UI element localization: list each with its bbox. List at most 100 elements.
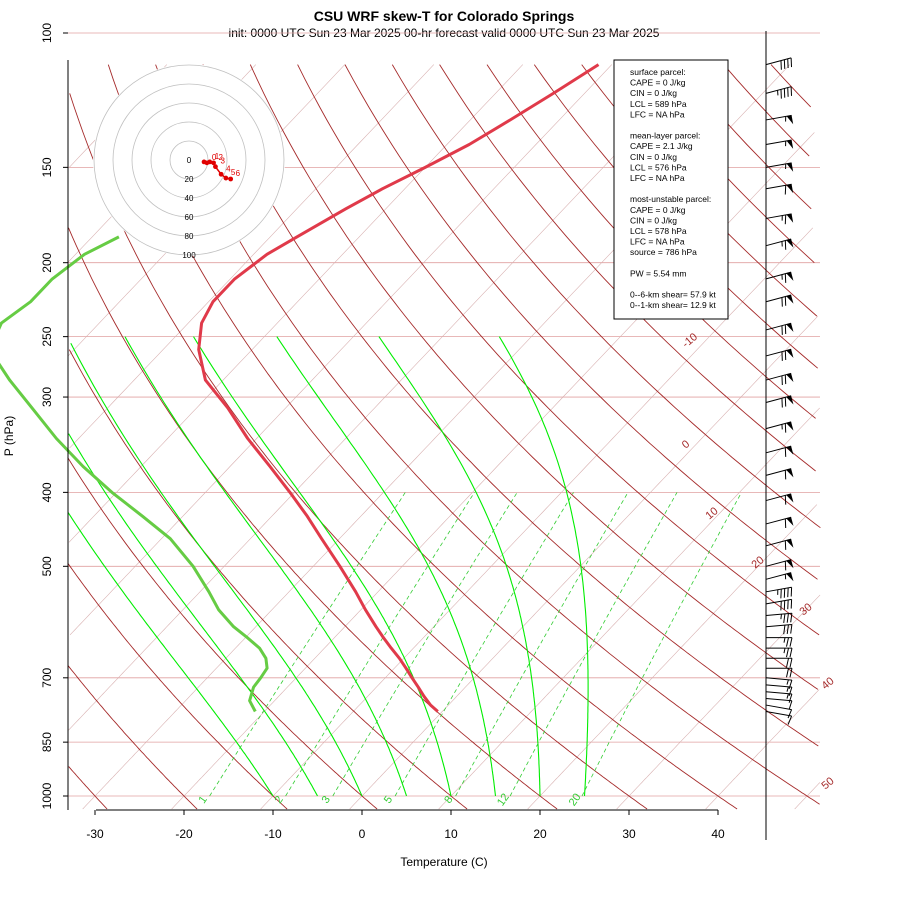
wind-barb (766, 667, 793, 678)
dry-adiabat-line (297, 64, 820, 636)
wind-barb (765, 322, 794, 335)
stats-line: LFC = NA hPa (630, 109, 685, 119)
mixing-ratio-label: 1 (197, 794, 210, 806)
stats-line: CIN = 0 J/kg (630, 88, 677, 98)
dry-adiabat-line (68, 227, 558, 810)
stats-line: mean-layer parcel: (630, 131, 700, 141)
isotherm-line (616, 594, 821, 810)
wind-barb (765, 559, 794, 571)
mixing-ratio-line (455, 492, 629, 797)
isotherm-label: 40 (820, 675, 837, 692)
stats-line: LCL = 576 hPa (630, 162, 687, 172)
y-tick-label: 150 (40, 157, 54, 177)
mixing-ratio-label: 20 (567, 791, 584, 808)
x-tick-label: 40 (711, 827, 725, 841)
wind-barb (765, 677, 793, 690)
isotherm-line (349, 315, 819, 810)
isotherm-line (527, 504, 818, 810)
wind-barb (765, 86, 793, 99)
stats-line: CAPE = 0 J/kg (630, 78, 686, 88)
hodograph-ring-label: 40 (185, 194, 194, 203)
y-tick-label: 500 (40, 556, 54, 576)
y-tick-label: 400 (40, 482, 54, 502)
wind-barb (765, 162, 794, 172)
mixing-ratio-line (332, 492, 518, 797)
hodograph-ring-label: 80 (185, 232, 194, 241)
wind-barb (765, 139, 794, 149)
dry-adiabat-line (107, 64, 738, 810)
isotherm-line (438, 407, 820, 810)
moist-adiabat-line (68, 433, 318, 797)
isotherm-label: -10 (680, 331, 700, 350)
stats-line: CAPE = 2.1 J/kg (630, 141, 693, 151)
stats-line: LFC = NA hPa (630, 237, 685, 247)
wind-barbs (765, 57, 794, 725)
x-tick-label: -30 (86, 827, 104, 841)
isotherm-line (82, 64, 791, 810)
wind-barb (765, 684, 793, 697)
stats-line: CIN = 0 J/kg (630, 215, 677, 225)
wind-barb (766, 657, 793, 668)
mixing-ratio-line (394, 492, 574, 797)
isotherm-line (171, 132, 815, 810)
hodograph-point-label: 4 (226, 164, 231, 173)
wind-barb (765, 623, 793, 635)
wind-barb (765, 493, 794, 505)
isotherm-line (68, 64, 524, 543)
dry-adiabat-line (67, 457, 378, 810)
stats-line: LFC = NA hPa (630, 173, 685, 183)
wind-barb (765, 57, 793, 70)
wind-barb (765, 598, 793, 611)
hodograph-point-label: 5 (231, 168, 236, 177)
dry-adiabat-line (344, 64, 818, 580)
wind-barb (765, 586, 793, 599)
y-axis-label: P (hPa) (2, 416, 16, 456)
wind-barb (765, 372, 794, 386)
stats-line: LCL = 589 hPa (630, 99, 687, 109)
isotherm-line (69, 64, 435, 449)
stats-line: 0--1-km shear= 12.9 kt (630, 300, 716, 310)
wind-barb (765, 697, 793, 710)
hodograph-ring (131, 102, 247, 218)
isotherm-label: 20 (750, 554, 767, 571)
dry-adiabat-line (770, 64, 812, 108)
wind-barb (765, 421, 794, 433)
wind-barb (765, 691, 793, 703)
wind-barb (765, 711, 793, 725)
isotherm-line (69, 64, 613, 636)
stats-line: most-unstable parcel: (630, 194, 711, 204)
y-tick-label: 100 (40, 23, 54, 43)
stats-line: LCL = 578 hPa (630, 226, 687, 236)
wind-barb (765, 348, 794, 361)
mixing-ratio-label: 8 (442, 794, 455, 806)
hodograph-point-label: 3 (220, 157, 225, 166)
wind-barb (765, 114, 794, 125)
wind-barb (765, 572, 794, 582)
stats-line: source = 786 hPa (630, 247, 697, 257)
mixing-ratio-line (509, 492, 678, 797)
x-tick-label: 30 (622, 827, 636, 841)
dry-adiabat-line (67, 562, 288, 810)
wind-barb (766, 647, 793, 658)
hodograph-ring-label: 20 (185, 175, 194, 184)
hodograph-point-label: 2 (219, 153, 224, 162)
dry-adiabat-line (68, 766, 108, 810)
mixing-ratio-label: 3 (320, 794, 333, 806)
mixing-ratio-label: 12 (495, 791, 512, 808)
hodograph-ring-label: 100 (182, 251, 196, 260)
isotherm-label: 0 (680, 438, 692, 451)
dry-adiabat-line (439, 64, 816, 472)
sounding-profiles (0, 63, 600, 713)
stats-line: CAPE = 0 J/kg (630, 205, 686, 215)
hodograph-ring-label: 0 (187, 156, 192, 165)
mixing-ratio-line (581, 492, 742, 797)
wind-barb (765, 612, 793, 624)
x-tick-label: 0 (359, 827, 366, 841)
hodograph-point (218, 171, 224, 177)
wind-barb (765, 704, 793, 719)
hodograph-point-label: 1 (215, 152, 220, 161)
dry-adiabat-line (155, 64, 820, 805)
y-tick-label: 250 (40, 326, 54, 346)
y-tick-label: 1000 (40, 782, 54, 809)
